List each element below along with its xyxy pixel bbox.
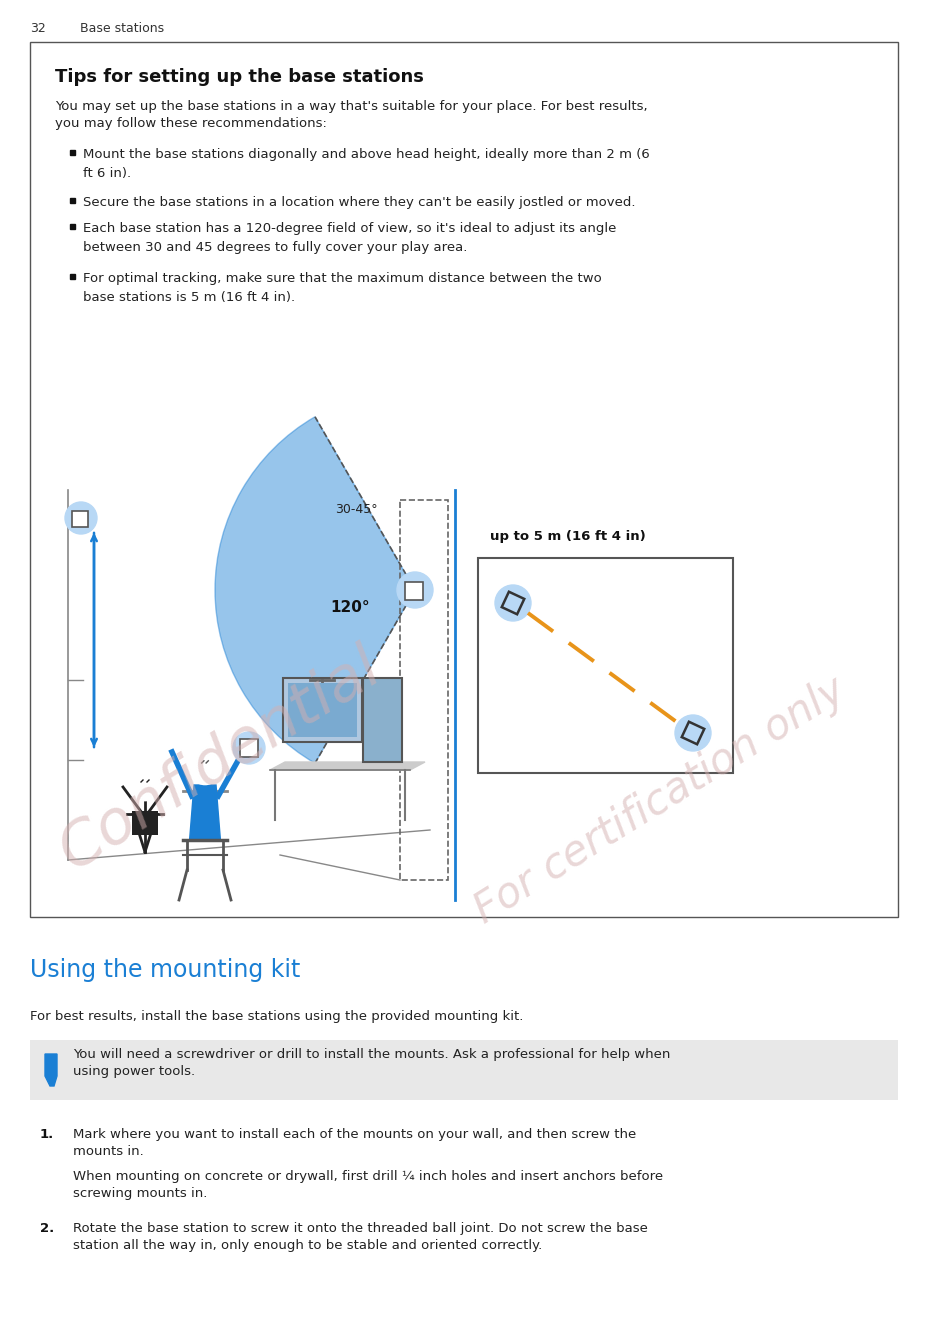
Circle shape: [132, 774, 158, 800]
Text: For best results, install the base stations using the provided mounting kit.: For best results, install the base stati…: [30, 1010, 523, 1023]
Text: 32: 32: [30, 21, 45, 35]
Text: Each base station has a 120-degree field of view, so it's ideal to adjust its an: Each base station has a 120-degree field…: [83, 221, 616, 253]
Text: 30-45°: 30-45°: [335, 503, 377, 516]
FancyBboxPatch shape: [283, 678, 362, 742]
Circle shape: [674, 715, 710, 751]
FancyBboxPatch shape: [132, 811, 158, 835]
Polygon shape: [270, 762, 425, 770]
Text: Base stations: Base stations: [80, 21, 164, 35]
Text: you may follow these recommendations:: you may follow these recommendations:: [55, 117, 326, 129]
Text: When mounting on concrete or drywall, first drill ¼ inch holes and insert anchor: When mounting on concrete or drywall, fi…: [73, 1170, 663, 1183]
Text: mounts in.: mounts in.: [73, 1145, 144, 1158]
Wedge shape: [215, 416, 414, 763]
Circle shape: [189, 754, 221, 784]
Text: For certification only: For certification only: [466, 668, 852, 931]
FancyBboxPatch shape: [30, 41, 897, 916]
Polygon shape: [70, 149, 75, 155]
Text: You will need a screwdriver or drill to install the mounts. Ask a professional f: You will need a screwdriver or drill to …: [73, 1049, 669, 1061]
Text: You may set up the base stations in a way that's suitable for your place. For be: You may set up the base stations in a wa…: [55, 100, 647, 113]
Circle shape: [133, 776, 156, 798]
Text: station all the way in, only enough to be stable and oriented correctly.: station all the way in, only enough to b…: [73, 1239, 541, 1253]
Text: 2.: 2.: [40, 1222, 54, 1235]
FancyBboxPatch shape: [240, 739, 258, 756]
FancyBboxPatch shape: [404, 582, 423, 600]
FancyBboxPatch shape: [72, 511, 88, 527]
FancyBboxPatch shape: [477, 558, 732, 772]
Text: Rotate the base station to screw it onto the threaded ball joint. Do not screw t: Rotate the base station to screw it onto…: [73, 1222, 647, 1235]
Text: 1.: 1.: [40, 1129, 54, 1141]
Circle shape: [132, 774, 158, 800]
Text: screwing mounts in.: screwing mounts in.: [73, 1187, 207, 1201]
Text: Confidential: Confidential: [48, 638, 391, 883]
Text: 120°: 120°: [330, 600, 369, 615]
Text: Using the mounting kit: Using the mounting kit: [30, 958, 300, 982]
Text: up to 5 m (16 ft 4 in): up to 5 m (16 ft 4 in): [489, 530, 645, 543]
Circle shape: [233, 732, 265, 764]
Polygon shape: [189, 784, 221, 840]
Circle shape: [397, 572, 433, 608]
Text: Mount the base stations diagonally and above head height, ideally more than 2 m : Mount the base stations diagonally and a…: [83, 148, 649, 180]
Text: using power tools.: using power tools.: [73, 1065, 195, 1078]
FancyBboxPatch shape: [30, 1041, 897, 1101]
Text: Tips for setting up the base stations: Tips for setting up the base stations: [55, 68, 424, 85]
Polygon shape: [44, 1054, 57, 1086]
Polygon shape: [70, 197, 75, 203]
FancyBboxPatch shape: [362, 678, 401, 762]
Text: Secure the base stations in a location where they can't be easily jostled or mov: Secure the base stations in a location w…: [83, 196, 635, 209]
Circle shape: [65, 502, 97, 534]
Text: For optimal tracking, make sure that the maximum distance between the two
base s: For optimal tracking, make sure that the…: [83, 272, 601, 304]
FancyBboxPatch shape: [287, 683, 357, 736]
Text: Mark where you want to install each of the mounts on your wall, and then screw t: Mark where you want to install each of t…: [73, 1129, 636, 1141]
Polygon shape: [70, 224, 75, 229]
Circle shape: [494, 586, 530, 622]
Polygon shape: [70, 273, 75, 279]
